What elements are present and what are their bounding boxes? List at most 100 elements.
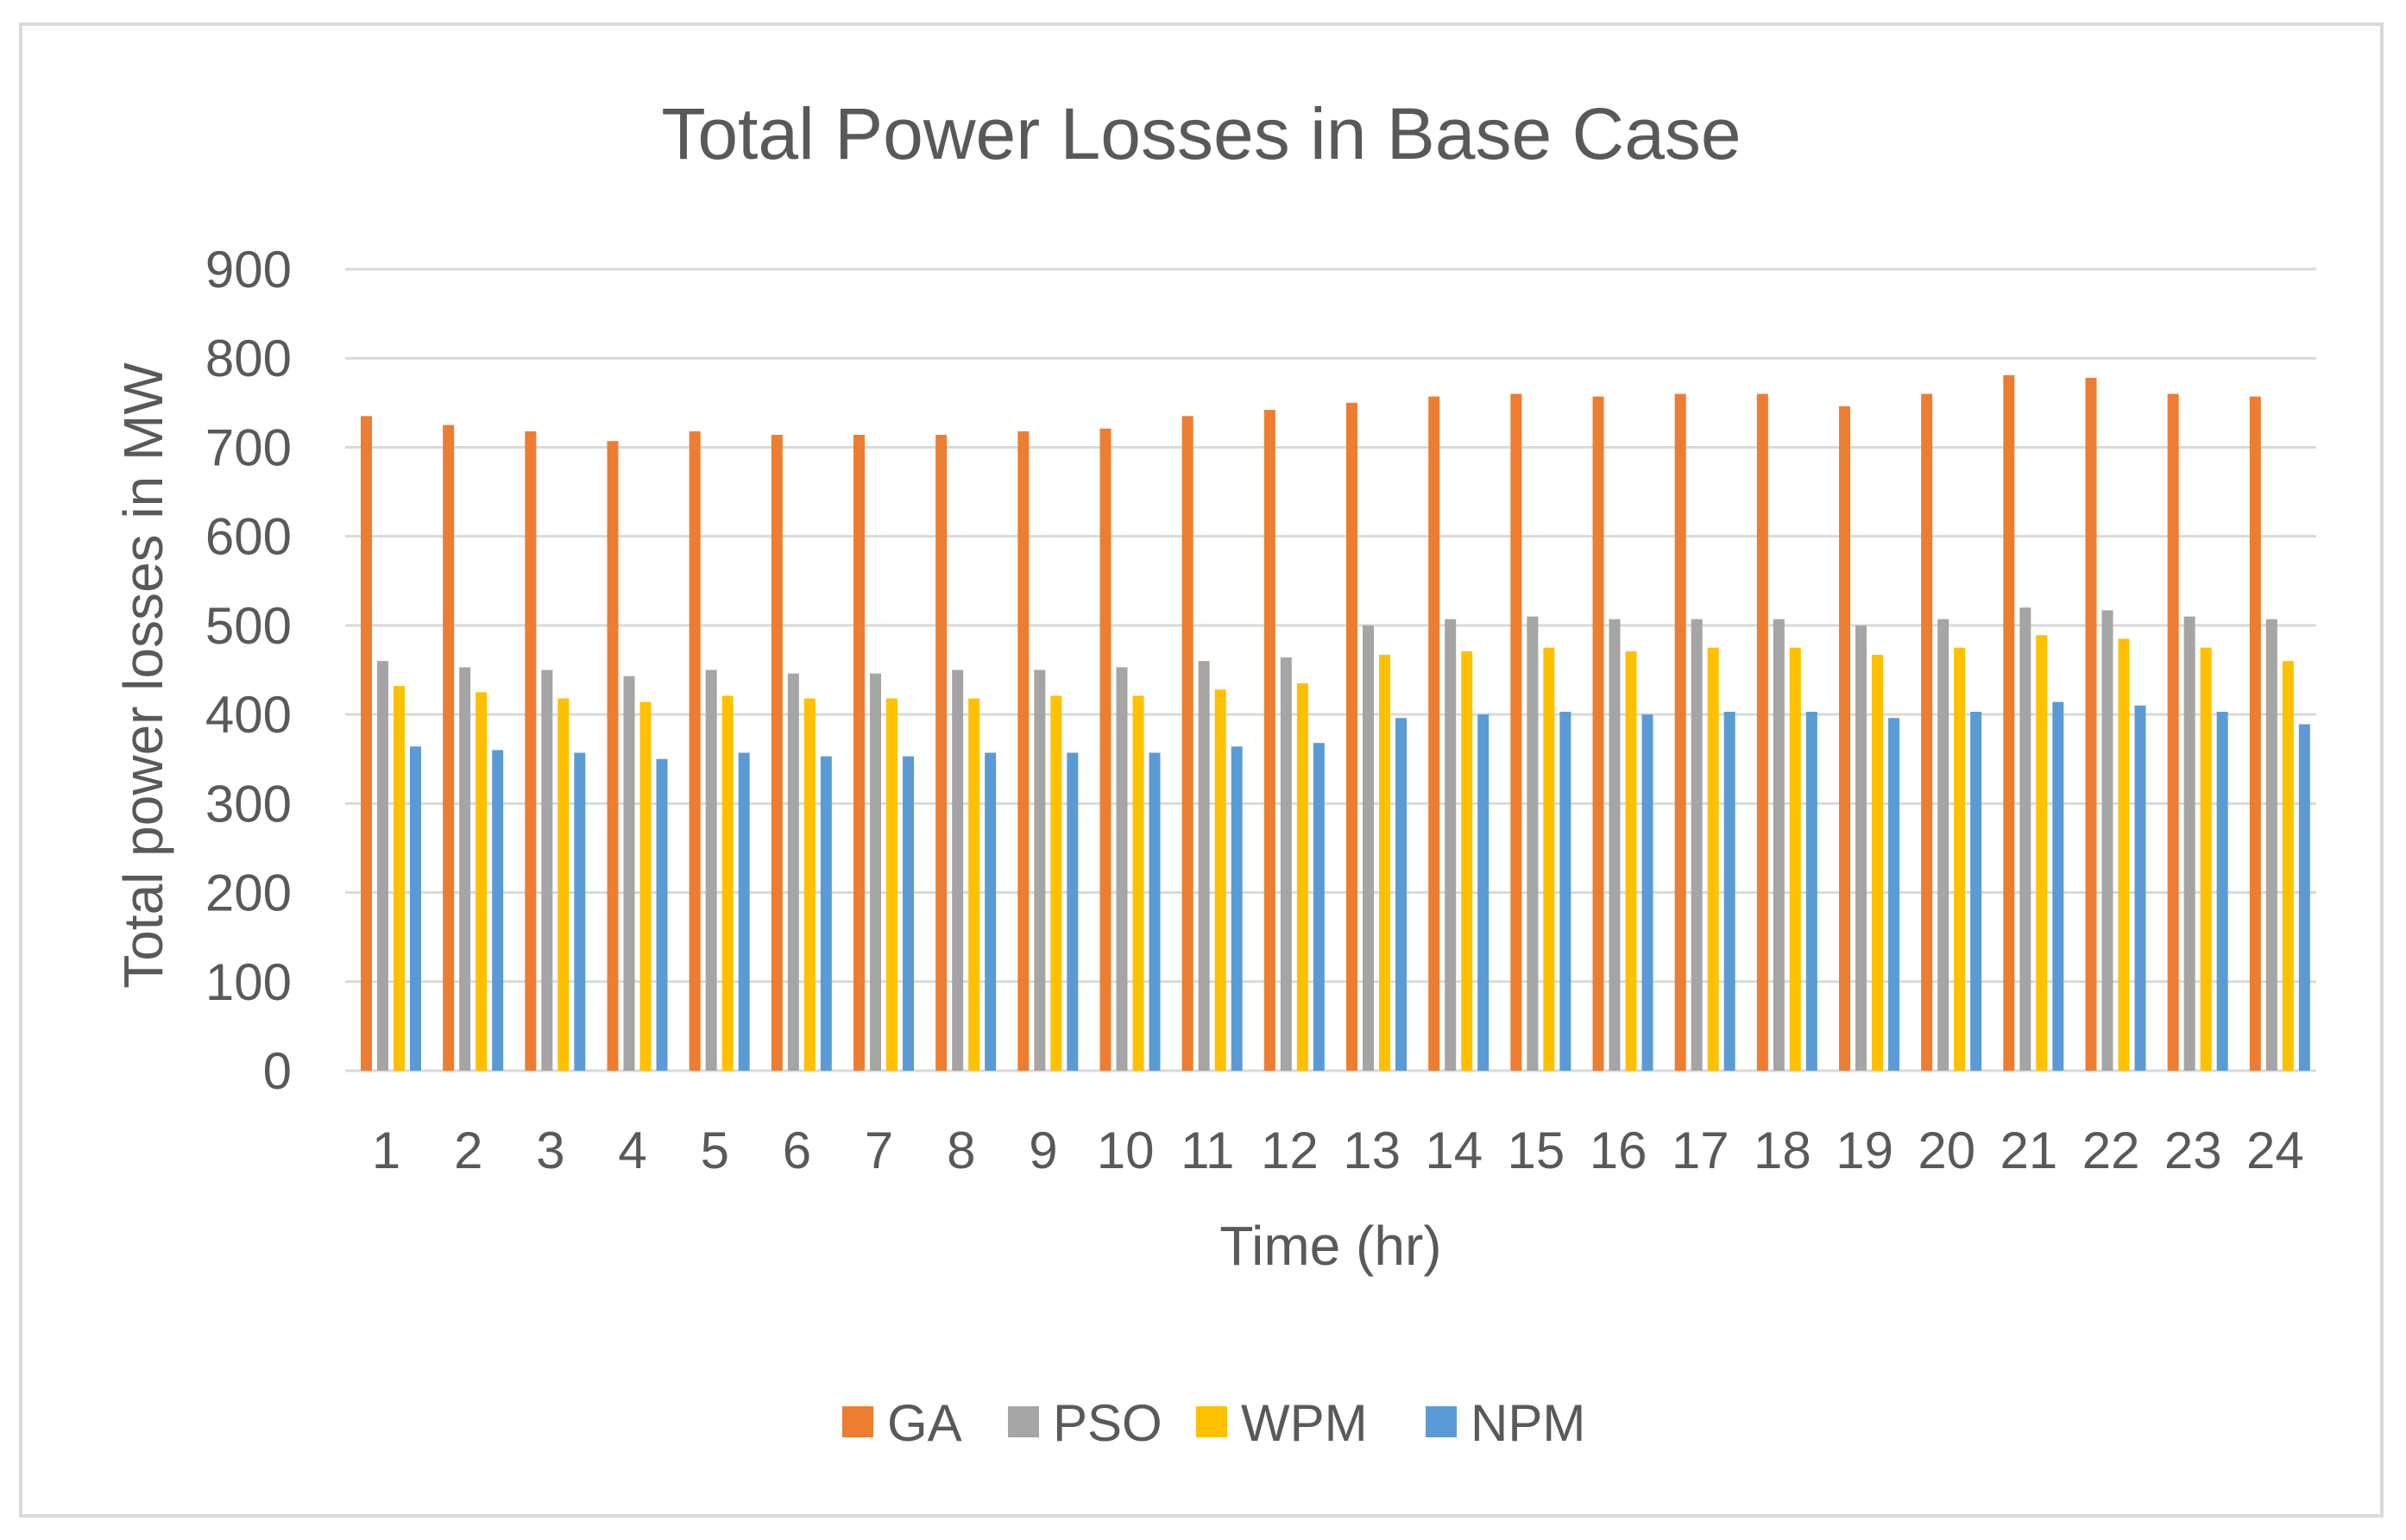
bar-npm-6 <box>820 756 832 1071</box>
y-tick-label: 100 <box>205 953 292 1011</box>
x-axis-label: Time (hr) <box>1219 1215 1441 1277</box>
legend-swatch-wpm <box>1196 1406 1227 1437</box>
bar-pso-8 <box>952 669 964 1071</box>
bars <box>361 374 2310 1072</box>
x-tick-labels: 1 2 3 4 5 6 7 8 9 10 11 12 13 14 15 16 17 18 19 20 21 22 23 24 <box>372 1122 2304 1179</box>
bar-npm-7 <box>903 756 914 1071</box>
x-tick-label: 6 <box>783 1122 811 1179</box>
bar-wpm-21 <box>2036 635 2048 1071</box>
x-tick-label: 19 <box>1836 1122 1893 1179</box>
legend-label-npm: NPM <box>1471 1394 1585 1452</box>
bar-npm-5 <box>738 752 750 1071</box>
bar-wpm-12 <box>1296 682 1308 1071</box>
bar-wpm-23 <box>2200 647 2212 1071</box>
bar-ga-9 <box>1017 431 1030 1071</box>
bar-npm-13 <box>1395 718 1407 1071</box>
bar-pso-17 <box>1691 619 1703 1071</box>
y-tick-label: 900 <box>205 241 292 299</box>
bar-pso-21 <box>2019 607 2031 1071</box>
bar-ga-11 <box>1181 416 1194 1072</box>
y-tick-label: 600 <box>205 508 292 566</box>
bar-pso-24 <box>2265 619 2277 1071</box>
bar-wpm-19 <box>1872 654 1883 1071</box>
legend-swatch-npm <box>1426 1406 1457 1437</box>
bar-npm-21 <box>2052 701 2064 1071</box>
bar-pso-4 <box>623 676 635 1071</box>
x-tick-label: 4 <box>618 1122 646 1179</box>
bar-pso-19 <box>1855 625 1867 1071</box>
x-tick-label: 14 <box>1425 1122 1483 1179</box>
bar-npm-4 <box>656 758 668 1071</box>
bar-ga-23 <box>2167 393 2179 1071</box>
bar-wpm-15 <box>1543 647 1555 1071</box>
legend-label-ga: GA <box>887 1394 962 1452</box>
bar-ga-19 <box>1839 405 1850 1071</box>
bar-wpm-2 <box>476 692 488 1071</box>
bar-wpm-24 <box>2282 661 2294 1071</box>
bar-wpm-16 <box>1625 651 1637 1071</box>
bar-wpm-18 <box>1789 647 1801 1071</box>
bar-ga-20 <box>1921 393 1933 1071</box>
bar-ga-13 <box>1346 402 1357 1071</box>
y-tick-label: 800 <box>205 330 292 387</box>
legend: GA PSO WPM NPM <box>842 1394 1585 1452</box>
bar-wpm-17 <box>1707 647 1719 1071</box>
bar-pso-11 <box>1198 661 1210 1071</box>
bar-ga-18 <box>1756 393 1768 1071</box>
bar-npm-15 <box>1559 712 1571 1071</box>
bar-ga-22 <box>2085 377 2097 1071</box>
x-tick-label: 9 <box>1029 1122 1057 1179</box>
bar-wpm-22 <box>2118 638 2130 1071</box>
bar-pso-1 <box>377 661 388 1071</box>
bar-ga-10 <box>1099 428 1112 1071</box>
bar-ga-16 <box>1592 396 1604 1071</box>
chart-title: Total Power Losses in Base Case <box>661 93 1741 174</box>
bar-pso-13 <box>1363 625 1374 1071</box>
bar-pso-14 <box>1445 619 1457 1071</box>
bar-pso-12 <box>1280 657 1292 1071</box>
x-tick-label: 20 <box>1918 1122 1975 1179</box>
y-tick-label: 300 <box>205 775 292 833</box>
bar-ga-12 <box>1263 410 1275 1071</box>
bar-npm-18 <box>1805 712 1817 1071</box>
x-tick-label: 15 <box>1508 1122 1565 1179</box>
x-tick-label: 13 <box>1343 1122 1401 1179</box>
x-tick-label: 1 <box>372 1122 400 1179</box>
y-tick-label: 400 <box>205 686 292 744</box>
x-tick-label: 22 <box>2082 1122 2140 1179</box>
bar-wpm-10 <box>1132 695 1144 1071</box>
bar-pso-3 <box>541 669 553 1071</box>
bar-npm-14 <box>1477 714 1490 1071</box>
y-tick-label: 500 <box>205 597 292 655</box>
x-tick-label: 11 <box>1181 1122 1234 1179</box>
bar-npm-2 <box>492 750 504 1071</box>
bar-pso-15 <box>1527 616 1539 1071</box>
y-tick-label: 0 <box>263 1042 292 1100</box>
bar-pso-5 <box>705 669 717 1071</box>
x-tick-label: 3 <box>536 1122 564 1179</box>
bar-ga-15 <box>1510 393 1522 1071</box>
bar-ga-3 <box>525 431 537 1071</box>
bar-wpm-1 <box>394 686 405 1071</box>
x-tick-label: 21 <box>2000 1122 2058 1179</box>
y-tick-labels: 0 100 200 300 400 500 600 700 800 900 <box>205 241 292 1100</box>
bar-wpm-7 <box>886 698 898 1071</box>
bar-wpm-5 <box>721 695 734 1071</box>
x-tick-label: 16 <box>1590 1122 1647 1179</box>
bar-wpm-9 <box>1050 695 1062 1071</box>
bar-npm-24 <box>2298 724 2310 1071</box>
bar-npm-3 <box>574 752 586 1071</box>
legend-label-wpm: WPM <box>1241 1394 1368 1452</box>
x-tick-label: 17 <box>1672 1122 1729 1179</box>
bar-ga-2 <box>443 424 455 1071</box>
bar-npm-9 <box>1067 752 1079 1071</box>
bar-pso-9 <box>1034 669 1046 1071</box>
bar-npm-20 <box>1970 712 1982 1071</box>
y-tick-label: 700 <box>205 418 292 476</box>
gridlines <box>345 267 2316 1072</box>
bar-pso-10 <box>1116 667 1128 1071</box>
bar-ga-5 <box>689 431 701 1071</box>
bar-npm-10 <box>1149 752 1161 1071</box>
bar-pso-20 <box>1937 619 1949 1071</box>
